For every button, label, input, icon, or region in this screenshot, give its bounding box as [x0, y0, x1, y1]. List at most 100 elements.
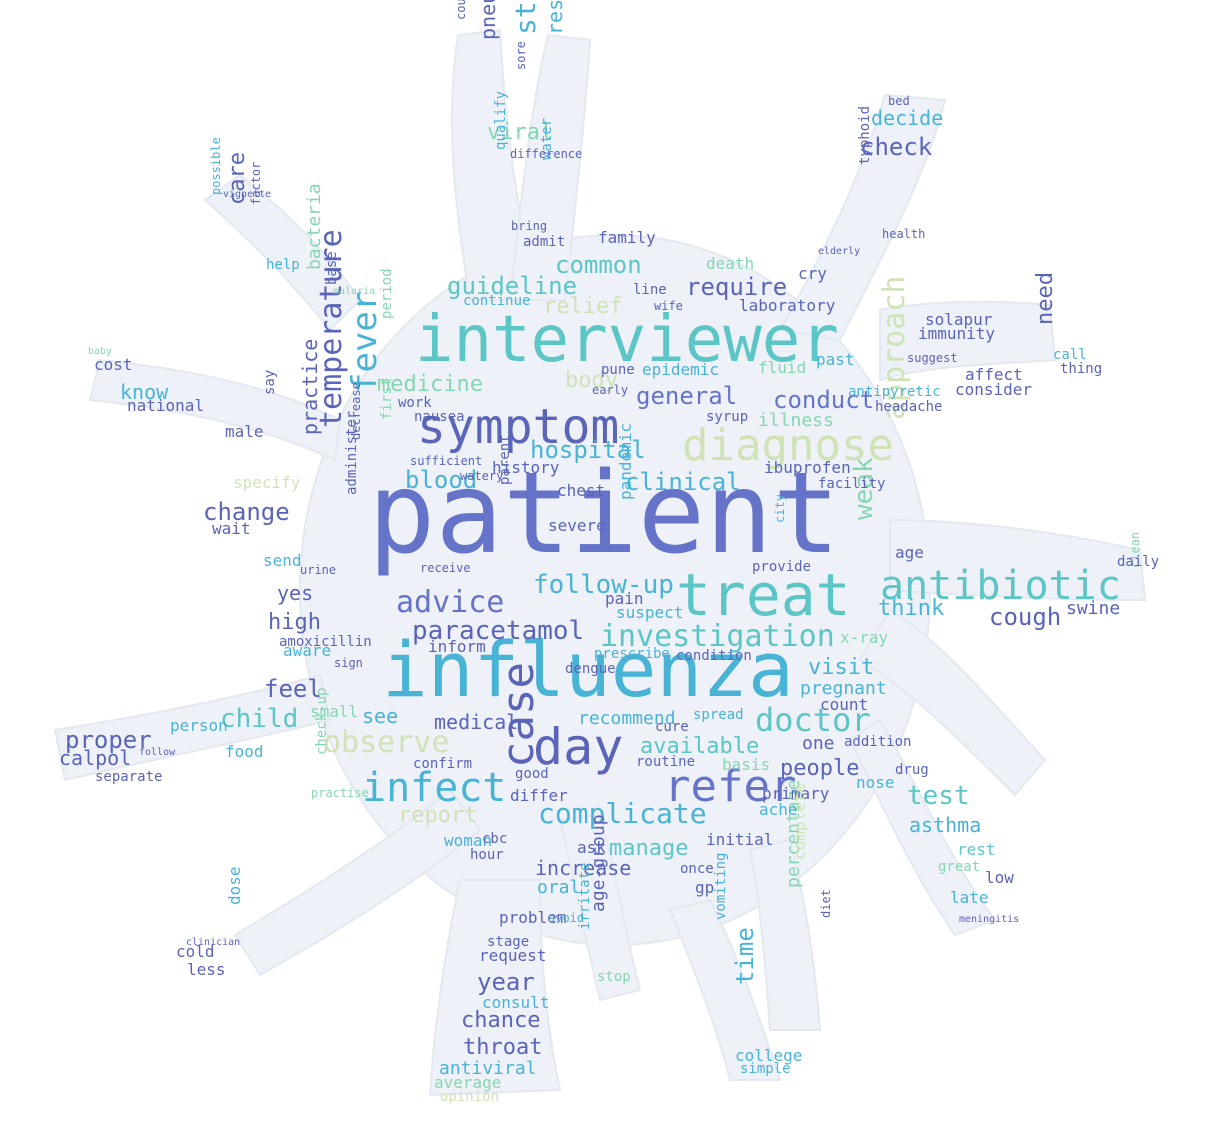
cloud-word: condition	[676, 648, 752, 664]
cloud-word: antipyretic	[848, 384, 941, 400]
cloud-word: one	[802, 733, 835, 754]
cloud-word: confirm	[413, 756, 473, 772]
cloud-word: once	[680, 861, 714, 877]
cloud-word: solapur	[925, 310, 993, 329]
cloud-word: respirate	[543, 0, 567, 35]
cloud-word: interviewer	[415, 303, 839, 377]
cloud-word: call	[1053, 347, 1087, 363]
cloud-word: vomiting	[713, 852, 729, 920]
cloud-word: visit	[808, 655, 875, 680]
cloud-word: check-up	[314, 687, 330, 755]
cloud-word: think	[878, 596, 945, 621]
cloud-word: swine	[1066, 598, 1121, 619]
cloud-word: see	[362, 704, 399, 728]
cloud-word: require	[686, 273, 788, 301]
cloud-word: provide	[752, 559, 812, 575]
cloud-word: bed	[888, 94, 910, 108]
cloud-word: time	[731, 927, 759, 985]
cloud-word: available	[640, 734, 760, 759]
cloud-word: urine	[300, 563, 337, 577]
cloud-word: count	[820, 695, 869, 714]
cloud-word: oral	[537, 877, 581, 898]
cloud-word: pune	[601, 362, 635, 378]
cloud-word: calpol	[59, 746, 132, 770]
cloud-word: throat	[463, 1035, 543, 1060]
cloud-word: know	[120, 380, 169, 404]
cloud-word: gp	[695, 878, 715, 897]
cloud-word: hour	[470, 847, 504, 863]
cloud-word: woman	[444, 831, 493, 850]
cloud-word: day	[533, 718, 624, 776]
cloud-word: bring	[511, 219, 548, 233]
cloud-word: conduct	[773, 386, 875, 414]
cloud-word: antiviral	[439, 1058, 537, 1079]
cloud-word: work	[398, 395, 432, 411]
cloud-word: aware	[283, 641, 332, 660]
cloud-word: severe	[548, 516, 606, 535]
cloud-word: practice	[298, 338, 322, 435]
cloud-word: ibuprofen	[764, 458, 851, 477]
cloud-word: body	[565, 368, 618, 393]
cloud-word: period	[379, 268, 395, 319]
cloud-word: drug	[895, 762, 929, 778]
cloud-word: manage	[609, 836, 689, 861]
cloud-word: pain	[605, 589, 644, 608]
virus-silhouette-fill	[53, 28, 1147, 1097]
cloud-word: feel	[264, 675, 322, 703]
cloud-word: year	[477, 968, 535, 996]
cloud-word: blood	[405, 466, 478, 494]
cloud-word: medicine	[377, 372, 483, 397]
cloud-word: laboratory	[739, 296, 836, 315]
cloud-word: change	[203, 498, 290, 526]
cloud-word: cold	[176, 942, 215, 961]
cloud-word: child	[220, 704, 299, 734]
cloud-word: admit	[523, 234, 566, 250]
cloud-word: small	[310, 702, 359, 721]
cloud-word: illness	[758, 410, 834, 431]
cloud-word: clinician	[186, 937, 241, 948]
cloud-word: suggest	[907, 351, 958, 365]
cloud-word: low	[985, 868, 1014, 887]
cloud-word: medical	[434, 710, 519, 734]
cloud-word: observe	[323, 725, 450, 760]
cloud-word: college	[735, 1046, 803, 1065]
cloud-word: stage	[487, 934, 530, 950]
cloud-word: stop	[597, 969, 631, 985]
cloud-word: specify	[233, 473, 301, 492]
cloud-word: country	[454, 0, 468, 20]
cloud-word: send	[263, 551, 302, 570]
cloud-word: syrup	[706, 409, 749, 425]
cloud-word: opinion	[440, 1089, 500, 1105]
cloud-word: recommend	[578, 708, 676, 729]
cloud-word: say	[262, 369, 278, 395]
cloud-word: meningitis	[959, 914, 1020, 925]
cloud-word: city	[773, 494, 787, 523]
cloud-word: ache	[759, 800, 798, 819]
cloud-word: consult	[482, 993, 550, 1012]
cloud-word: age	[895, 543, 924, 562]
cloud-word: sore	[514, 41, 528, 70]
cloud-word: start	[509, 0, 542, 35]
cloud-word: immunity	[918, 324, 996, 343]
cloud-word: doctor	[755, 701, 871, 739]
cloud-word: decrease	[349, 382, 363, 440]
cloud-word: family	[598, 228, 656, 247]
cloud-word: investigation	[600, 619, 835, 654]
cloud-word: help	[266, 257, 300, 273]
cloud-word: less	[187, 960, 226, 979]
cloud-word: ask	[577, 838, 606, 857]
cloud-word: typhoid	[857, 105, 873, 165]
cloud-word: pandemic	[616, 422, 635, 500]
cloud-word: receive	[420, 561, 471, 575]
cloud-word: high	[268, 610, 321, 635]
cloud-word: inform	[428, 637, 486, 656]
cloud-word: dose	[225, 866, 244, 905]
cloud-word: difference	[510, 147, 583, 161]
cloud-word: follow-up	[533, 570, 674, 600]
cloud-word: health	[882, 227, 926, 241]
cloud-word: elderly	[818, 246, 861, 257]
cloud-word: routine	[636, 754, 696, 770]
cloud-word: initial	[706, 830, 774, 849]
cloud-word: cbc	[482, 831, 508, 847]
cloud-word: male	[225, 422, 264, 441]
